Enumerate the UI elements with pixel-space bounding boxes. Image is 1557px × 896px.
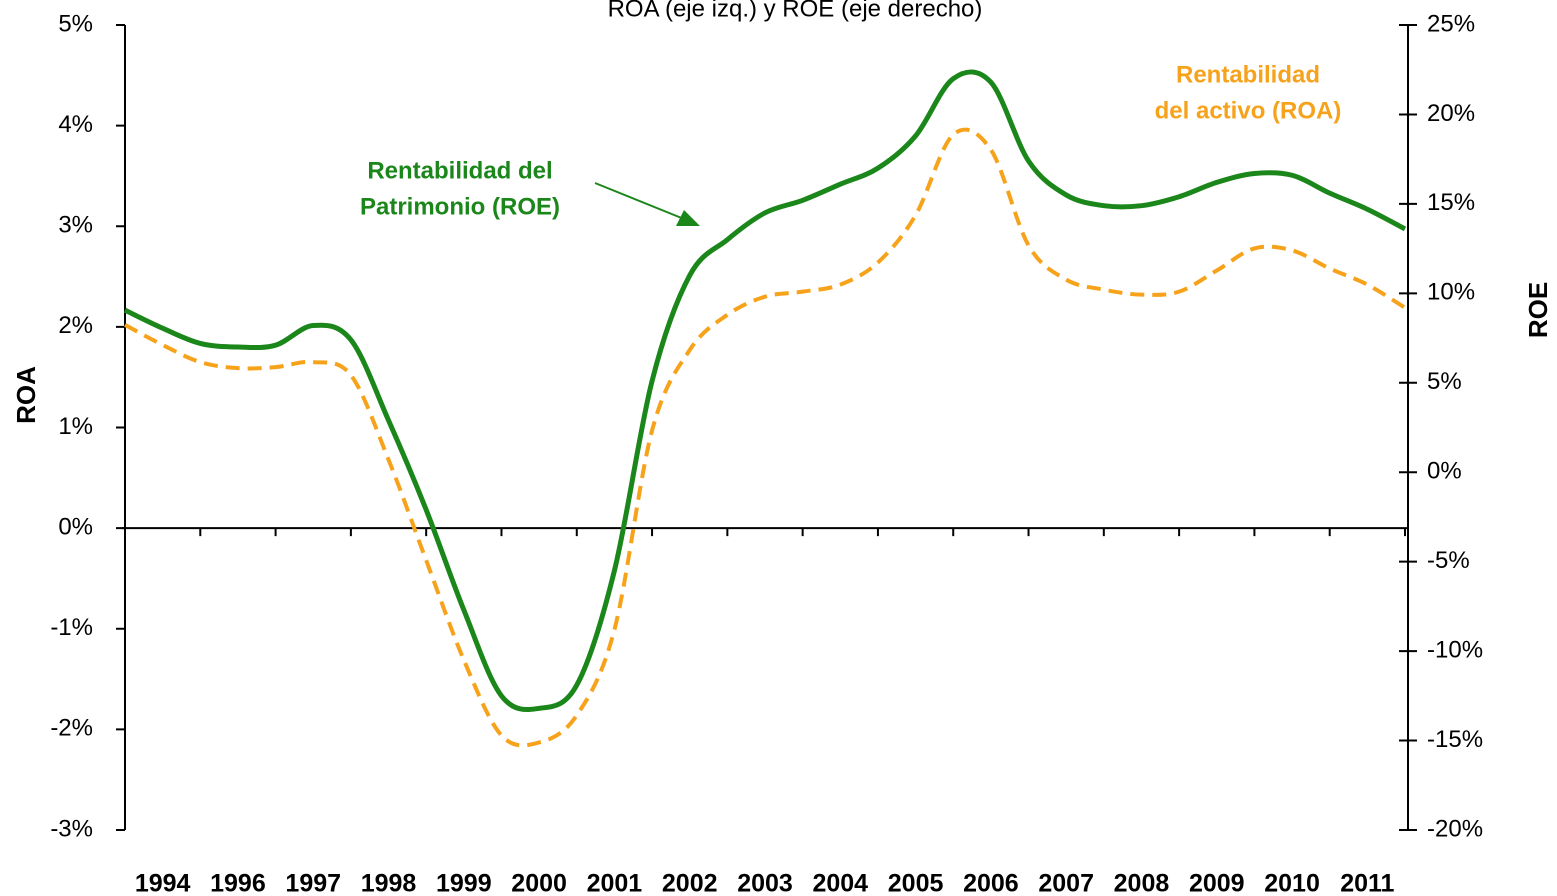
y-tick-label: 4%: [58, 111, 93, 138]
x-tick-label: 2011: [1340, 870, 1394, 896]
arrow-head: [676, 210, 700, 226]
y-tick-label: -3%: [50, 815, 93, 842]
y-tick-label: 1%: [58, 413, 93, 440]
y2-tick-label: 5%: [1427, 368, 1462, 395]
annotation: Rentabilidad: [1176, 61, 1320, 88]
series-line: [124, 127, 1407, 748]
y-tick-label: 5%: [58, 10, 93, 37]
y2-tick-label: 25%: [1427, 10, 1475, 37]
x-tick-label: 1996: [210, 870, 266, 896]
annotation: Rentabilidad del: [367, 157, 552, 184]
x-tick-label: 2004: [812, 870, 868, 896]
y-tick-label: -1%: [50, 614, 93, 641]
x-tick-label: 2008: [1114, 870, 1170, 896]
x-tick-label: 2002: [662, 870, 718, 896]
annotation: del activo (ROA): [1155, 97, 1342, 124]
x-tick-label: 2007: [1038, 870, 1094, 896]
chart-title: ROA (eje izq.) y ROE (eje derecho): [608, 0, 983, 22]
y2-tick-label: 15%: [1427, 189, 1475, 216]
x-tick-label: 2000: [511, 870, 567, 896]
x-tick-label: 1994: [135, 870, 191, 896]
y-tick-label: 0%: [58, 513, 93, 540]
x-tick-label: 1997: [285, 870, 341, 896]
x-tick-label: 2001: [587, 870, 643, 896]
y-axis-label: ROA: [11, 366, 41, 424]
y2-tick-label: -5%: [1427, 547, 1470, 574]
x-tick-label: 2003: [737, 870, 793, 896]
x-tick-label: 2006: [963, 870, 1019, 896]
y-tick-label: 2%: [58, 312, 93, 339]
y2-tick-label: -10%: [1427, 636, 1483, 663]
x-tick-label: 1999: [436, 870, 492, 896]
y-tick-label: 3%: [58, 212, 93, 239]
x-tick-label: 2005: [888, 870, 944, 896]
y2-tick-label: 10%: [1427, 279, 1475, 306]
x-tick-label: 2009: [1189, 870, 1245, 896]
x-tick-label: 2010: [1264, 870, 1320, 896]
x-tick-label: 1998: [361, 870, 417, 896]
y2-axis-label: ROE: [1523, 282, 1553, 338]
y2-tick-label: -15%: [1427, 726, 1483, 753]
annotation-arrow: [594, 182, 685, 220]
y2-tick-label: -20%: [1427, 815, 1483, 842]
y-tick-label: -2%: [50, 715, 93, 742]
y2-tick-label: 20%: [1427, 100, 1475, 127]
series-line: [123, 69, 1407, 713]
annotation: Patrimonio (ROE): [360, 193, 560, 220]
y2-tick-label: 0%: [1427, 458, 1462, 485]
